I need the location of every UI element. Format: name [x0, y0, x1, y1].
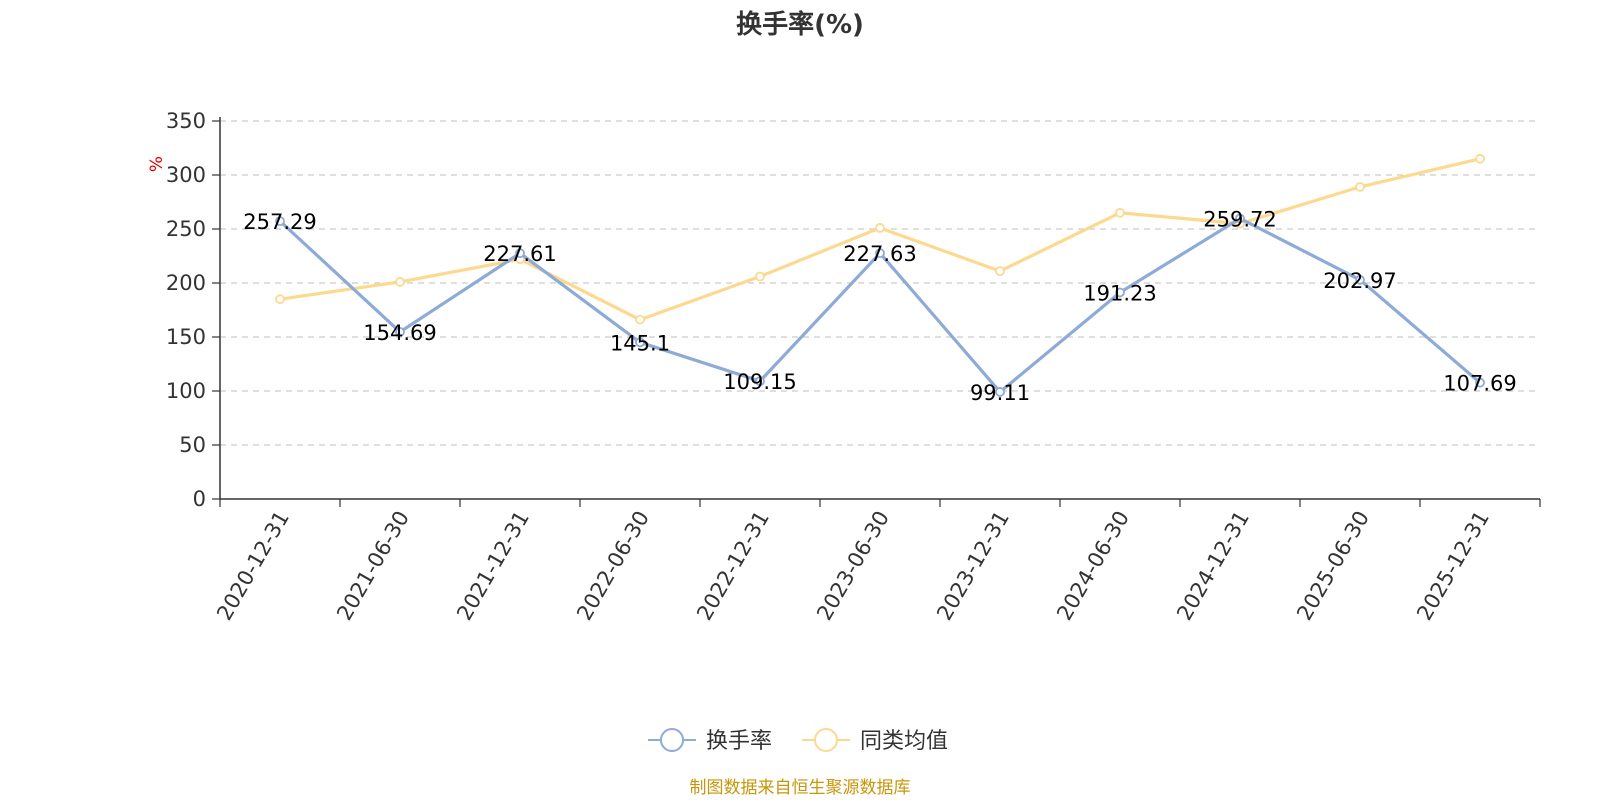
data-labels: 257.29 154.69 227.61 145.1 109.15 227.63 99.11…: [243, 208, 1516, 405]
data-point-1-9[interactable]: [1355, 181, 1365, 192]
data-point-0-7[interactable]: [1115, 287, 1125, 298]
x-tick-label-2023-06-30: 2023-06-30: [812, 507, 894, 625]
x-tick-label-2022-06-30: 2022-06-30: [572, 507, 654, 625]
data-point-0-2[interactable]: [515, 248, 525, 259]
data-point-0-5[interactable]: [875, 248, 885, 259]
data-label-8: 259.72: [1203, 208, 1276, 232]
data-point-0-3[interactable]: [635, 337, 645, 348]
data-point-1-10[interactable]: [1475, 153, 1485, 164]
legend-item-turnover[interactable]: 换手率: [648, 728, 772, 754]
legend-item-peer-average[interactable]: 同类均值: [802, 728, 948, 754]
x-tick-label-2025-06-30: 2025-06-30: [1292, 507, 1374, 625]
data-label-0: 257.29: [243, 210, 316, 234]
data-point-1-7[interactable]: [1115, 207, 1125, 218]
x-tick-label-2024-12-31: 2024-12-31: [1172, 507, 1254, 625]
y-tick-label-200: 200: [166, 271, 206, 295]
legend-label-peer-average: 同类均值: [860, 729, 948, 754]
y-tick-label-50: 50: [179, 433, 206, 457]
data-point-0-0[interactable]: [275, 216, 285, 227]
x-tick-label-2021-06-30: 2021-06-30: [332, 507, 414, 625]
data-label-3: 145.1: [610, 331, 670, 355]
data-label-2: 227.61: [483, 242, 556, 266]
x-tick-label-2025-12-31: 2025-12-31: [1412, 507, 1494, 625]
data-label-6: 99.11: [970, 381, 1030, 405]
x-tick-label-2021-12-31: 2021-12-31: [452, 507, 534, 625]
data-label-10: 107.69: [1443, 372, 1516, 396]
data-point-1-4[interactable]: [755, 271, 765, 282]
source-note: 制图数据来自恒生聚源数据库: [690, 778, 911, 798]
data-label-7: 191.23: [1083, 281, 1156, 305]
y-tick-label-350: 350: [166, 109, 206, 133]
data-point-1-0[interactable]: [275, 294, 285, 305]
series-line-1: [278, 157, 1482, 322]
y-axis-unit: %: [147, 156, 167, 172]
legend: 换手率 同类均值: [648, 728, 948, 754]
x-tick-label-2024-06-30: 2024-06-30: [1052, 507, 1134, 625]
chart-title: 换手率(%): [736, 9, 864, 40]
legend-label-turnover: 换手率: [706, 729, 772, 754]
axes: 0 50 100 150 200 250 300 350 2020-12-31 2021-06-3…: [166, 109, 1541, 625]
data-label-1: 154.69: [363, 321, 436, 345]
data-point-1-1[interactable]: [395, 277, 405, 287]
y-tick-label-300: 300: [166, 163, 206, 187]
y-tick-label-0: 0: [193, 487, 206, 511]
x-tick-label-2022-12-31: 2022-12-31: [692, 507, 774, 625]
data-point-1-5[interactable]: [875, 223, 885, 233]
legend-marker-turnover: [660, 728, 684, 752]
data-point-0-1[interactable]: [395, 327, 405, 337]
x-tick-label-2020-12-31: 2020-12-31: [212, 507, 294, 625]
data-point-1-6[interactable]: [995, 266, 1005, 277]
series-layer: [275, 153, 1485, 397]
y-tick-label-100: 100: [166, 379, 206, 403]
x-tick-label-2023-12-31: 2023-12-31: [932, 507, 1014, 625]
data-label-9: 202.97: [1323, 269, 1396, 293]
legend-marker-peer-average: [814, 728, 838, 752]
data-point-0-9[interactable]: [1355, 274, 1365, 285]
data-point-0-4[interactable]: [755, 376, 765, 387]
y-tick-label-150: 150: [166, 325, 206, 349]
data-point-1-3[interactable]: [635, 314, 645, 325]
y-tick-label-250: 250: [166, 217, 206, 241]
data-label-5: 227.63: [843, 242, 916, 266]
data-point-0-6[interactable]: [995, 387, 1005, 397]
data-point-0-10[interactable]: [1475, 377, 1485, 388]
data-label-4: 109.15: [723, 370, 796, 394]
data-point-0-8[interactable]: [1235, 213, 1245, 224]
